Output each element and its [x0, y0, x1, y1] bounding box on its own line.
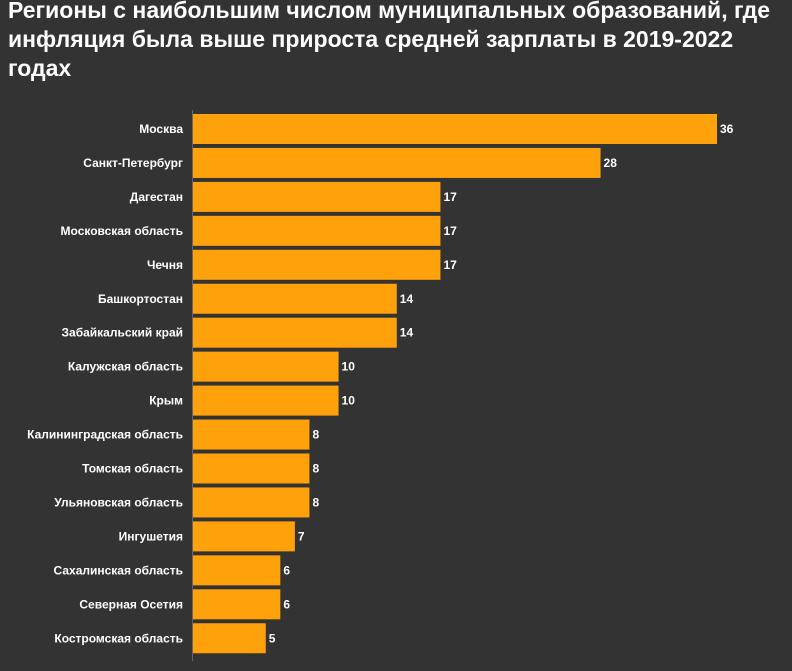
category-label: Забайкальский край [62, 326, 184, 340]
bar [193, 487, 310, 518]
data-label: 6 [283, 563, 290, 577]
data-label: 14 [400, 292, 414, 306]
category-label: Башкортостан [98, 292, 183, 306]
bar [193, 555, 281, 586]
data-label: 7 [298, 529, 305, 543]
category-label: Московская область [61, 224, 183, 238]
category-label: Чечня [147, 258, 183, 272]
category-label: Сахалинская область [54, 563, 183, 577]
data-label: 14 [400, 326, 414, 340]
data-label: 17 [443, 258, 457, 272]
category-label: Санкт-Петербург [83, 156, 183, 170]
bar [193, 249, 441, 280]
data-label: 8 [312, 428, 319, 442]
bar [193, 589, 281, 620]
bar [193, 453, 310, 484]
bar [193, 419, 310, 450]
bar [193, 147, 601, 178]
category-label: Крым [149, 394, 183, 408]
data-label: 17 [443, 224, 457, 238]
category-label: Калининградская область [27, 428, 183, 442]
data-label: 8 [312, 495, 319, 509]
chart-title: Регионы с наибольшим числом муниципальны… [8, 0, 771, 81]
data-label: 36 [720, 122, 734, 136]
bar [193, 521, 295, 552]
category-label: Калужская область [68, 360, 183, 374]
category-label: Москва [139, 122, 183, 136]
category-label: Северная Осетия [79, 597, 183, 611]
category-label: Ингушетия [119, 529, 183, 543]
bar [193, 283, 397, 314]
category-label: Костромская область [54, 631, 183, 645]
bar [193, 215, 441, 246]
data-label: 10 [342, 394, 356, 408]
data-label: 6 [283, 597, 290, 611]
category-label: Дагестан [130, 190, 183, 204]
bar [193, 623, 266, 654]
data-label: 10 [342, 360, 356, 374]
data-label: 5 [269, 631, 276, 645]
data-label: 17 [443, 190, 457, 204]
category-label: Ульяновская область [54, 495, 183, 509]
bar [193, 317, 397, 348]
data-label: 28 [604, 156, 618, 170]
bar [193, 385, 339, 416]
data-label: 8 [312, 462, 319, 476]
bar [193, 114, 717, 144]
category-label: Томская область [82, 462, 183, 476]
bar [193, 351, 339, 382]
bar [193, 181, 441, 212]
